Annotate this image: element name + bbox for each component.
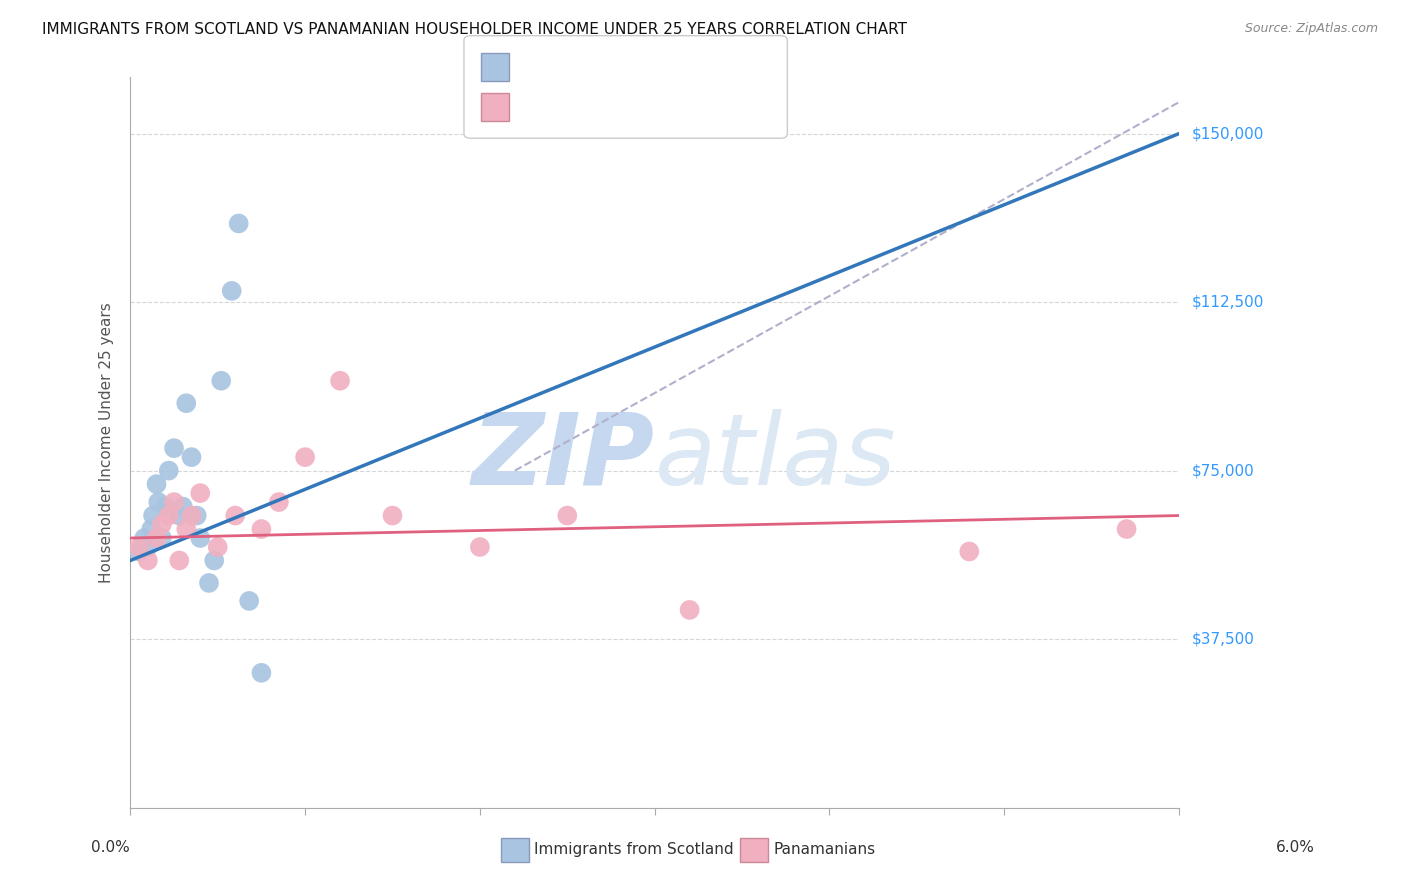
Point [128, 544, 150, 558]
Point [157, 464, 180, 478]
Point [555, 508, 578, 523]
Point [180, 450, 202, 464]
Point [163, 441, 186, 455]
Point [678, 603, 700, 617]
Point [141, 522, 163, 536]
Point [150, 517, 173, 532]
Point [145, 531, 167, 545]
Text: 6.0%: 6.0% [1275, 840, 1315, 855]
Text: R = 0.492   N = 24: R = 0.492 N = 24 [517, 51, 688, 69]
Point [250, 522, 273, 536]
Text: ZIP: ZIP [471, 409, 655, 506]
Y-axis label: Householder Income Under 25 years: Householder Income Under 25 years [100, 302, 114, 582]
Text: $112,500: $112,500 [1192, 294, 1264, 310]
Point [468, 540, 491, 554]
Point [128, 540, 150, 554]
Point [169, 553, 191, 567]
Point [169, 508, 191, 523]
Point [148, 495, 170, 509]
Point [172, 500, 194, 514]
Point [228, 217, 250, 231]
Text: $75,000: $75,000 [1192, 463, 1254, 478]
Point [136, 540, 159, 554]
Text: $150,000: $150,000 [1192, 126, 1264, 141]
Point [186, 508, 208, 523]
Point [209, 374, 232, 388]
Text: 0.0%: 0.0% [91, 840, 131, 855]
Point [174, 522, 197, 536]
Point [174, 396, 197, 410]
Point [150, 531, 173, 545]
Point [188, 486, 211, 500]
Text: Immigrants from Scotland: Immigrants from Scotland [534, 842, 734, 856]
Point [294, 450, 316, 464]
Point [188, 531, 211, 545]
Point [267, 495, 290, 509]
Point [136, 553, 159, 567]
Point [163, 495, 186, 509]
Text: $37,500: $37,500 [1192, 632, 1254, 647]
Point [202, 553, 225, 567]
Point [134, 531, 156, 545]
Point [1115, 522, 1137, 536]
Text: atlas: atlas [655, 409, 896, 506]
Point [329, 374, 352, 388]
Point [145, 477, 167, 491]
Point [221, 284, 243, 298]
Text: Panamanians: Panamanians [773, 842, 876, 856]
Point [207, 540, 229, 554]
Point [180, 508, 202, 523]
Text: Source: ZipAtlas.com: Source: ZipAtlas.com [1244, 22, 1378, 36]
Point [224, 508, 246, 523]
Text: R = 0.068   N = 22: R = 0.068 N = 22 [517, 91, 688, 109]
Text: IMMIGRANTS FROM SCOTLAND VS PANAMANIAN HOUSEHOLDER INCOME UNDER 25 YEARS CORRELA: IMMIGRANTS FROM SCOTLAND VS PANAMANIAN H… [42, 22, 907, 37]
Point [155, 500, 177, 514]
Point [238, 594, 260, 608]
Point [157, 508, 180, 523]
Point [957, 544, 980, 558]
Point [381, 508, 404, 523]
Point [198, 576, 221, 591]
Point [250, 665, 273, 680]
Point [142, 508, 165, 523]
